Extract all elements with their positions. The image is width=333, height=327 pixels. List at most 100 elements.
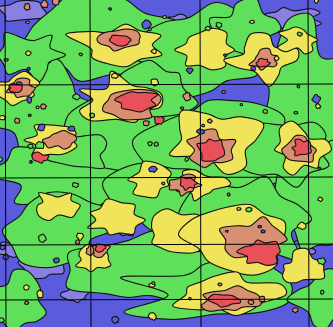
yellow-region [87, 198, 146, 236]
speckle [317, 196, 324, 203]
grid-line-vertical [307, 0, 310, 327]
speckle [182, 91, 192, 102]
yellow-region [36, 192, 81, 222]
speckle [78, 52, 84, 57]
speckle [247, 299, 255, 305]
speckle [147, 140, 153, 147]
speckle [250, 65, 257, 72]
grid-line-horizontal [0, 298, 333, 301]
speckle [296, 221, 307, 230]
red-peak [153, 115, 165, 125]
speckle [141, 19, 152, 30]
speckle [72, 93, 81, 101]
speckle [217, 282, 223, 287]
speckle [147, 27, 152, 32]
speckle [25, 50, 32, 57]
grid-line-horizontal [0, 176, 333, 179]
red-peak [179, 176, 198, 191]
yellow-region [174, 27, 236, 71]
speckle [14, 117, 21, 124]
speckle [206, 118, 213, 124]
yellow-region [281, 247, 326, 284]
red-peak [207, 293, 242, 308]
speckle [23, 2, 31, 12]
speckle [314, 103, 322, 110]
speckle [222, 53, 228, 58]
red-peak [8, 83, 23, 94]
speckle [319, 289, 325, 295]
speckle [226, 192, 231, 197]
salmon-region [41, 129, 78, 150]
yellow-region [127, 160, 172, 199]
speckle [260, 229, 266, 234]
speckle [40, 0, 49, 9]
speckle [67, 125, 76, 132]
speckle [293, 110, 299, 115]
speckle [111, 72, 119, 80]
speckle [316, 257, 327, 266]
grid-line-vertical [89, 0, 92, 327]
speckle [3, 58, 9, 62]
speckle [221, 89, 226, 95]
speckle [273, 55, 280, 62]
speckle [150, 48, 157, 55]
speckle [201, 123, 205, 128]
speckle [29, 160, 33, 164]
speckle [37, 233, 47, 243]
speckle [257, 224, 263, 229]
speckle [75, 232, 85, 241]
red-peak [196, 138, 226, 162]
speckle [148, 165, 158, 173]
speckle [26, 66, 31, 72]
speckle [215, 21, 223, 29]
speckle [160, 181, 166, 186]
speckle [153, 141, 159, 147]
speckle [37, 123, 46, 132]
speckle [262, 108, 268, 114]
speckle [35, 105, 40, 110]
speckle [24, 20, 30, 25]
grid-line-horizontal [0, 243, 333, 246]
speckle [248, 19, 256, 24]
speckle [151, 281, 156, 286]
speckle [313, 0, 320, 4]
speckle [71, 182, 80, 189]
speckle [39, 103, 48, 110]
speckle [0, 317, 6, 324]
red-peak [291, 138, 313, 157]
speckle [0, 244, 7, 251]
speckle [224, 229, 229, 233]
red-peak [114, 91, 159, 113]
red-peak [108, 34, 132, 47]
speckle [111, 315, 120, 325]
speckle [317, 166, 322, 170]
speckle [34, 140, 45, 150]
speckle [27, 113, 32, 117]
red-region-layer [8, 34, 313, 308]
green-region [0, 268, 47, 327]
speckle [26, 96, 33, 104]
red-peak [236, 239, 281, 266]
speckle [51, 0, 60, 6]
speckle [0, 156, 3, 163]
speckle [142, 120, 150, 127]
speckle [292, 307, 299, 314]
speckle [147, 312, 157, 321]
speckle [161, 14, 168, 19]
violet-patch [0, 0, 48, 22]
speckle [296, 31, 303, 37]
speckle [236, 206, 242, 211]
grid-line-vertical [4, 0, 7, 327]
grid-line-vertical [199, 0, 202, 327]
speckle [23, 284, 30, 291]
red-peak [31, 151, 50, 164]
speckle [52, 257, 60, 264]
red-peak [255, 57, 272, 68]
speckle [36, 289, 44, 299]
speckle [24, 300, 30, 306]
speckle [311, 94, 322, 105]
speckle [108, 7, 113, 11]
